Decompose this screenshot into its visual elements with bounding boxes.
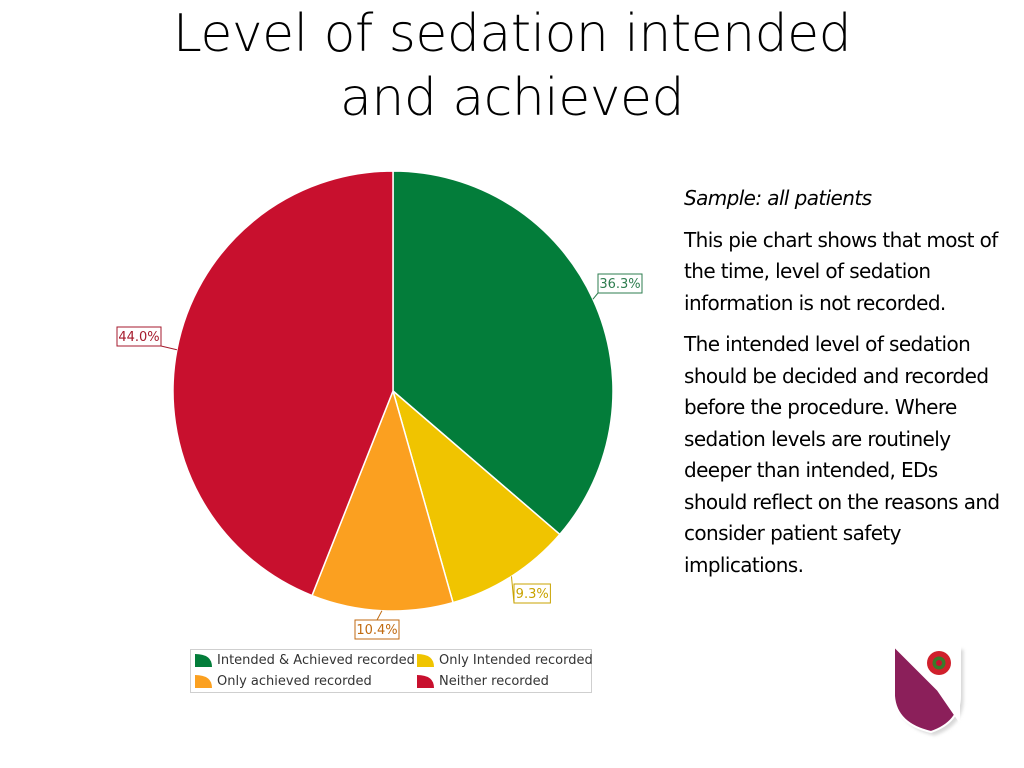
- pie-slices: [172, 170, 614, 612]
- sample-note: Sample: all patients: [684, 186, 872, 210]
- legend-label: Only achieved recorded: [217, 674, 372, 689]
- legend-item-neither[interactable]: Neither recorded: [417, 674, 549, 689]
- chart-legend: Intended & Achieved recorded Only Intend…: [190, 649, 593, 693]
- pie-slice-2[interactable]: [311, 388, 454, 612]
- legend-item-only-intended[interactable]: Only Intended recorded: [417, 653, 593, 668]
- data-label-box-2: [354, 619, 400, 640]
- pie-callouts: 36.3% 9.3% 10.4% 44.0%: [116, 273, 643, 640]
- legend-swatch-icon: [195, 675, 212, 688]
- legend-label: Intended & Achieved recorded: [217, 653, 415, 668]
- data-label-box-3: [116, 326, 162, 347]
- legend-item-intended-achieved[interactable]: Intended & Achieved recorded: [195, 653, 415, 668]
- data-label-box-0: [597, 273, 643, 294]
- data-label-1: 9.3%: [516, 587, 549, 602]
- crest-logo: [893, 645, 964, 736]
- legend-swatch-icon: [417, 675, 434, 688]
- slide-title: Level of sedation intended and achieved: [0, 2, 1024, 130]
- data-label-2: 10.4%: [356, 623, 397, 638]
- explanation-paragraph-2: The intended level of sedation should be…: [684, 332, 1000, 577]
- slide-title-line-2: and achieved: [340, 68, 684, 128]
- data-label-3: 44.0%: [118, 330, 159, 345]
- callout-line-0: [592, 292, 599, 300]
- legend-label: Neither recorded: [439, 674, 549, 689]
- slide-title-line-1: Level of sedation intended: [172, 4, 852, 64]
- legend-swatch-icon: [417, 654, 434, 667]
- data-label-0: 36.3%: [599, 277, 640, 292]
- side-text: Sample: all patients This pie chart show…: [684, 183, 1004, 581]
- rose-icon: [927, 651, 951, 675]
- legend-item-only-achieved[interactable]: Only achieved recorded: [195, 674, 372, 689]
- data-label-box-1: [513, 583, 551, 604]
- pie-slice-0[interactable]: [392, 170, 614, 536]
- explanation-paragraph-1: This pie chart shows that most of the ti…: [684, 227, 998, 315]
- legend-label: Only Intended recorded: [439, 653, 593, 668]
- callout-line-3: [160, 345, 178, 351]
- callout-line-2: [376, 610, 383, 621]
- legend-swatch-icon: [195, 654, 212, 667]
- pie-slice-1[interactable]: [391, 388, 561, 604]
